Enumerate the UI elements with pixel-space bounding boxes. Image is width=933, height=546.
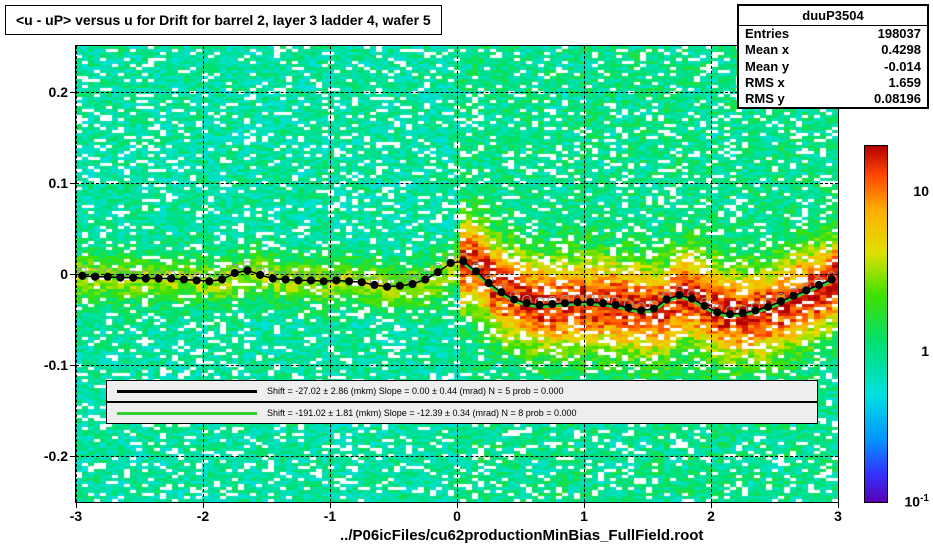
stats-meanx: 0.4298 (881, 42, 921, 58)
stats-rmsy: 0.08196 (874, 91, 921, 107)
ytick-label: -0.2 (26, 448, 68, 464)
colorbar-label: 1 (921, 343, 929, 359)
stats-entries: 198037 (878, 26, 921, 42)
footer-path: ../P06icFiles/cu62productionMinBias_Full… (340, 527, 703, 544)
legend-row-2: Shift = -191.02 ± 1.81 (mkm) Slope = -12… (106, 402, 818, 424)
xtick-label: -1 (324, 508, 336, 524)
legend-swatch-green (117, 412, 257, 415)
legend-swatch-black (117, 390, 257, 393)
xtick-label: 0 (453, 508, 461, 524)
legend-row-1: Shift = -27.02 ± 2.86 (mkm) Slope = 0.00… (106, 380, 818, 402)
legend-text-1: Shift = -27.02 ± 2.86 (mkm) Slope = 0.00… (267, 386, 564, 396)
xtick-label: -2 (197, 508, 209, 524)
ytick-label: 0.2 (26, 84, 68, 100)
stats-box: duuP3504 Entries 198037 Mean x 0.4298 Mean… (737, 4, 929, 109)
stats-rmsx-label: RMS x (745, 75, 785, 91)
chart-area: Shift = -27.02 ± 2.86 (mkm) Slope = 0.00… (75, 45, 839, 503)
ytick-label: 0.1 (26, 175, 68, 191)
colorbar-label: 10 (913, 183, 929, 199)
legend-text-2: Shift = -191.02 ± 1.81 (mkm) Slope = -12… (267, 408, 577, 418)
xtick-label: 2 (707, 508, 715, 524)
ytick-label: 0 (26, 266, 68, 282)
stats-meanx-label: Mean x (745, 42, 789, 58)
xtick-label: -3 (70, 508, 82, 524)
stats-rmsy-label: RMS y (745, 91, 785, 107)
stats-entries-label: Entries (745, 26, 789, 42)
stats-meany-label: Mean y (745, 59, 789, 75)
stats-meany: -0.014 (884, 59, 921, 75)
xtick-label: 3 (834, 508, 842, 524)
colorbar (864, 145, 888, 503)
xtick-label: 1 (580, 508, 588, 524)
colorbar-label: 10-1 (905, 493, 929, 510)
stats-name: duuP3504 (739, 6, 927, 26)
plot-title: <u - uP> versus u for Drift for barrel 2… (5, 5, 442, 35)
stats-rmsx: 1.659 (888, 75, 921, 91)
ytick-label: -0.1 (26, 357, 68, 373)
